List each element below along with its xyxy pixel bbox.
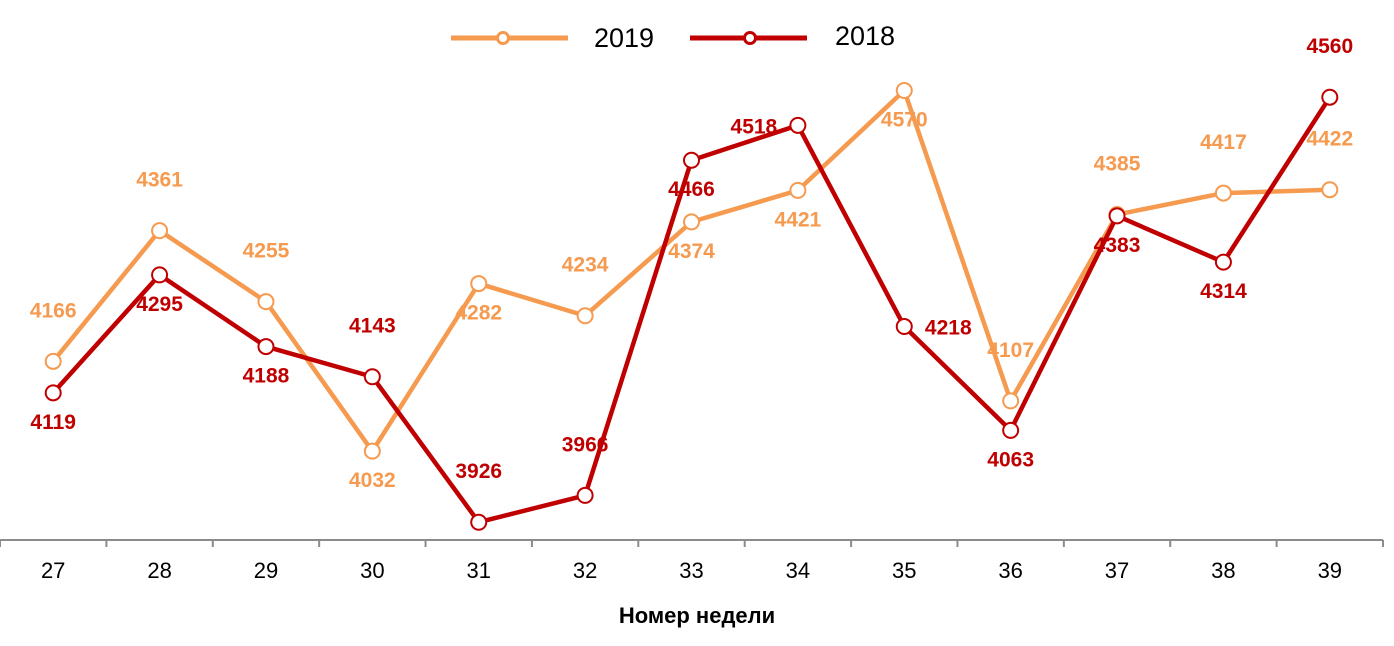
- data-point-2018[interactable]: [1002, 421, 1020, 439]
- data-label-2018: 4119: [30, 411, 76, 434]
- data-label-2019: 4570: [881, 109, 928, 132]
- data-labels-2018: 4119 4295 4188 4143 3926 3966 4466 4518 4218 4063…: [30, 35, 1353, 483]
- data-label-2018: 4560: [1306, 35, 1353, 58]
- legend-label-2019: 2019: [594, 23, 654, 53]
- x-tick-label: 37: [1105, 558, 1129, 583]
- data-point-2018[interactable]: [576, 486, 594, 504]
- x-axis: 27 28 29 30 31 32 33 34 35 36 37 38 39 Номер недели: [0, 539, 1384, 628]
- legend-marker-2019: [496, 31, 510, 45]
- x-tick-label: 38: [1211, 558, 1235, 583]
- data-label-2019: 4422: [1306, 128, 1353, 151]
- data-point-2019[interactable]: [576, 307, 594, 325]
- data-label-2018: 4383: [1094, 234, 1141, 257]
- legend-marker-2018: [743, 31, 757, 45]
- data-label-2018: 4218: [925, 316, 972, 339]
- x-tick-labels: 27 28 29 30 31 32 33 34 35 36 37 38 39: [41, 558, 1342, 583]
- data-label-2019: 4421: [775, 208, 822, 231]
- data-point-2019[interactable]: [151, 222, 169, 240]
- legend-label-2018: 2018: [835, 21, 895, 51]
- data-point-2019[interactable]: [257, 293, 275, 311]
- x-tick-label: 32: [573, 558, 597, 583]
- data-point-2019[interactable]: [683, 213, 700, 231]
- data-label-2019: 4107: [987, 339, 1034, 362]
- data-labels-2019: 4166 4361 4255 4032 4282 4234 4374 4421 4570 4107…: [30, 109, 1353, 493]
- data-label-2018: 3926: [455, 460, 502, 483]
- series-2018: [44, 88, 1339, 531]
- data-point-2018[interactable]: [470, 513, 488, 531]
- data-label-2019: 4385: [1094, 153, 1141, 176]
- data-point-2019[interactable]: [470, 275, 488, 293]
- data-label-2019: 4374: [668, 240, 715, 263]
- data-point-2018[interactable]: [1321, 88, 1339, 106]
- data-point-2019[interactable]: [789, 181, 807, 199]
- x-axis-title: Номер недели: [619, 603, 775, 628]
- data-point-2019[interactable]: [363, 442, 381, 460]
- data-label-2018: 4518: [731, 115, 778, 138]
- x-tick-label: 34: [786, 558, 810, 583]
- data-label-2019: 4166: [30, 299, 77, 322]
- data-point-2019[interactable]: [895, 82, 913, 99]
- data-label-2019: 4361: [136, 169, 183, 192]
- x-tick-label: 31: [466, 558, 490, 583]
- x-tick-label: 30: [360, 558, 384, 583]
- data-label-2018: 4063: [987, 448, 1034, 471]
- data-label-2018: 4295: [136, 293, 183, 316]
- series-2019: [44, 82, 1339, 460]
- data-label-2019: 4255: [243, 240, 290, 263]
- data-label-2018: 4143: [349, 315, 396, 338]
- data-point-2018[interactable]: [257, 338, 275, 356]
- data-label-2019: 4234: [562, 254, 609, 277]
- data-point-2018[interactable]: [895, 317, 913, 335]
- x-tick-label: 35: [892, 558, 916, 583]
- data-label-2018: 4314: [1200, 280, 1247, 303]
- data-point-2018[interactable]: [363, 368, 381, 386]
- series-line-2019: [51, 88, 1330, 454]
- data-point-2018[interactable]: [683, 151, 700, 169]
- data-point-2019[interactable]: [1002, 392, 1020, 410]
- x-tick-label: 36: [998, 558, 1022, 583]
- legend-item-2018[interactable]: 2018: [690, 21, 895, 51]
- x-ticks: [0, 540, 1384, 547]
- data-label-2019: 4282: [455, 302, 502, 325]
- data-point-2018[interactable]: [1108, 207, 1126, 225]
- data-point-2018[interactable]: [789, 116, 807, 134]
- data-label-2019: 4032: [349, 469, 396, 492]
- data-point-2019[interactable]: [1214, 184, 1232, 202]
- data-point-2019[interactable]: [44, 352, 62, 370]
- data-label-2018: 4466: [668, 178, 715, 201]
- series-layer: 4166 4361 4255 4032 4282 4234 4374 4421 4570 4107…: [30, 35, 1353, 531]
- legend-item-2019[interactable]: 2019: [451, 23, 654, 53]
- legend: 2019 2018: [451, 21, 895, 53]
- x-tick-label: 27: [41, 558, 65, 583]
- data-label-2019: 4417: [1200, 131, 1247, 154]
- x-tick-label: 33: [679, 558, 703, 583]
- x-tick-label: 29: [254, 558, 278, 583]
- data-point-2018[interactable]: [44, 384, 62, 402]
- data-point-2018[interactable]: [151, 266, 169, 284]
- data-point-2019[interactable]: [1321, 181, 1339, 199]
- data-point-2018[interactable]: [1214, 253, 1232, 271]
- x-tick-label: 39: [1318, 558, 1342, 583]
- x-tick-label: 28: [147, 558, 171, 583]
- data-label-2018: 3966: [562, 433, 609, 456]
- data-label-2018: 4188: [243, 365, 290, 388]
